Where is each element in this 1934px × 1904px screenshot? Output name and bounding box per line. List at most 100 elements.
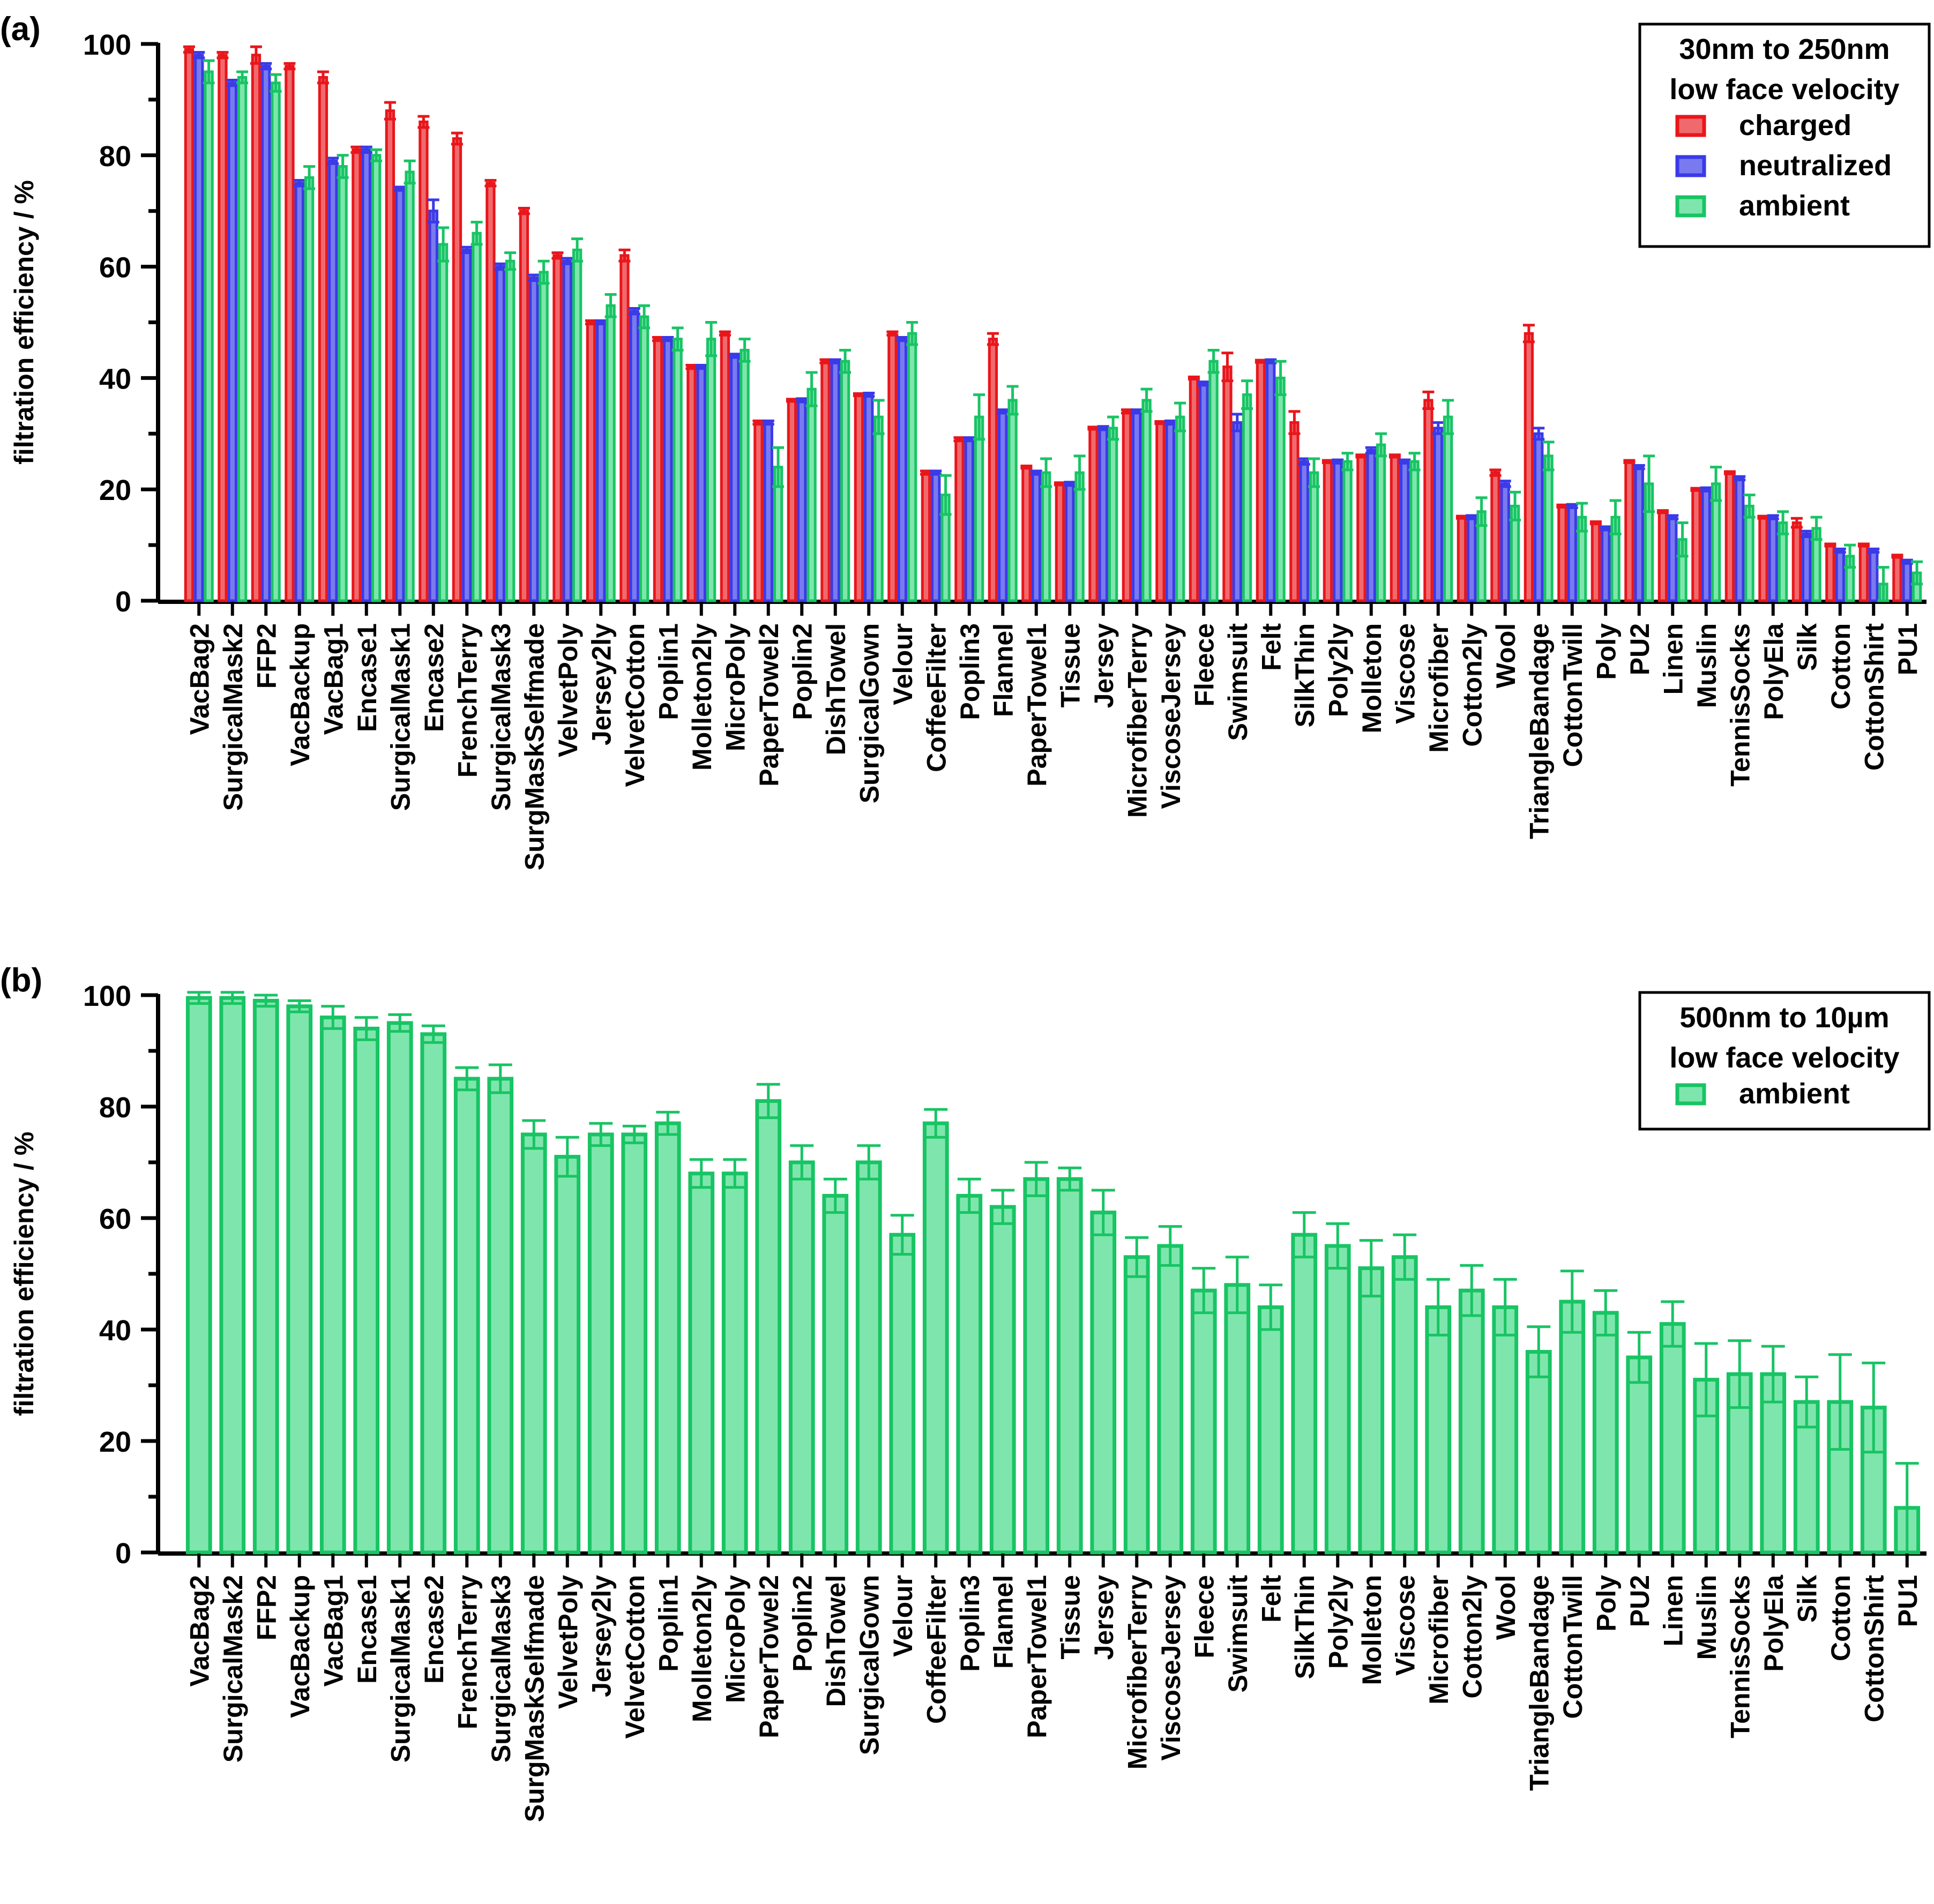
bar-ambient xyxy=(706,338,716,602)
bar-charged xyxy=(1825,543,1835,602)
x-tick-label: PU2 xyxy=(1625,1575,1655,1627)
bar-ambient xyxy=(1626,1355,1653,1555)
bar-ambient xyxy=(907,332,917,602)
x-tick-label: FrenchTerry xyxy=(452,623,482,778)
x-tick-label: CottonTwill xyxy=(1558,623,1588,767)
bar-ambient xyxy=(1391,1255,1418,1555)
x-tick-label: PolyEla xyxy=(1759,1574,1789,1672)
x-tick-label: Jersey2ly xyxy=(586,1575,616,1697)
x-tick-label: Encase1 xyxy=(352,1575,382,1684)
legend-label-ambient: ambient xyxy=(1739,190,1850,222)
bar-neutralized xyxy=(596,321,606,602)
bar-ambient xyxy=(1342,460,1353,602)
bar-neutralized xyxy=(1567,504,1577,602)
bar-ambient xyxy=(1525,1350,1552,1555)
y-tick-label: 0 xyxy=(115,586,131,618)
legend-swatch-neutralized xyxy=(1675,155,1706,177)
bar-ambient xyxy=(1007,399,1018,602)
x-tick-label: SurgMaskSelfmade xyxy=(519,623,549,870)
bar-charged xyxy=(1390,454,1400,602)
bar-neutralized xyxy=(462,248,472,602)
bar-neutralized xyxy=(495,265,505,602)
bar-ambient xyxy=(1056,1177,1083,1555)
bar-ambient xyxy=(922,1121,949,1555)
x-tick-label: Flannel xyxy=(988,1575,1018,1669)
bar-charged xyxy=(385,109,395,602)
y-tick-label: 20 xyxy=(99,1426,131,1458)
bar-neutralized xyxy=(998,410,1008,602)
bar-ambient xyxy=(1592,1311,1619,1555)
x-tick-label: Viscose xyxy=(1390,623,1420,724)
bar-charged xyxy=(251,54,262,602)
bar-ambient xyxy=(639,315,649,602)
y-tick-label: 60 xyxy=(99,252,131,284)
bar-charged xyxy=(1423,399,1433,602)
bar-charged xyxy=(1691,488,1701,602)
bar-neutralized xyxy=(1433,427,1443,602)
x-tick-label: Tissue xyxy=(1055,1575,1085,1660)
x-tick-label: Microfiber xyxy=(1424,623,1454,753)
bar-ambient xyxy=(539,271,549,602)
bar-ambient xyxy=(420,1032,447,1555)
bar-ambient xyxy=(487,1077,514,1555)
bar-charged xyxy=(419,120,429,602)
x-tick-label: Swimsuit xyxy=(1223,1575,1253,1693)
x-tick-label: TennisSocks xyxy=(1725,623,1755,787)
panel-label: (b) xyxy=(0,962,42,999)
x-tick-label: SurgicalMask1 xyxy=(385,623,415,811)
y-axis-label: filtration efficiency / % xyxy=(9,180,39,465)
bar-ambient xyxy=(204,70,214,602)
x-tick-label: Flannel xyxy=(988,623,1018,717)
bar-charged xyxy=(1055,482,1065,602)
bar-charged xyxy=(184,48,195,602)
panel-a-chart: (a) 0 20 40 60 80 100 filtration efficiency / %… xyxy=(0,11,1931,870)
bar-charged xyxy=(552,254,563,602)
x-tick-label: VacBackup xyxy=(285,623,315,766)
bar-neutralized xyxy=(1199,382,1209,602)
x-tick-label: VacBag1 xyxy=(318,1575,348,1686)
x-tick-label: Wool xyxy=(1491,1575,1521,1640)
legend-swatch-charged xyxy=(1675,115,1706,137)
x-tick-label: PU1 xyxy=(1893,623,1923,675)
bar-neutralized xyxy=(328,159,338,602)
x-tick-label: Jersey xyxy=(1089,1575,1119,1660)
bar-charged xyxy=(218,54,228,602)
bar-charged xyxy=(1222,365,1233,602)
x-tick-label: Fleece xyxy=(1189,1575,1219,1659)
x-tick-label: ViscoseJersey xyxy=(1156,623,1186,809)
x-tick-label: VacBag2 xyxy=(184,1575,214,1686)
bar-ambient xyxy=(353,1026,380,1555)
bar-charged xyxy=(1791,521,1802,602)
bar-charged xyxy=(1122,410,1132,602)
legend-label-ambient: ambient xyxy=(1739,1078,1850,1110)
x-tick-label: CottonShirt xyxy=(1859,1575,1889,1722)
x-tick-label: Poly xyxy=(1591,623,1621,680)
x-tick-label: ViscoseJersey xyxy=(1156,1575,1186,1761)
bar-neutralized xyxy=(294,182,304,602)
x-tick-label: Muslin xyxy=(1692,1575,1722,1660)
bar-charged xyxy=(787,399,797,602)
x-tick-label: Silk xyxy=(1792,1575,1822,1623)
x-tick-label: Linen xyxy=(1658,1575,1688,1646)
x-tick-label: Molleton xyxy=(1357,1575,1387,1685)
y-tick-label: 80 xyxy=(99,140,131,173)
bar-ambient xyxy=(654,1121,681,1555)
x-tick-label: Jersey2ly xyxy=(586,623,616,745)
x-tick-label: PaperTowel2 xyxy=(754,623,784,787)
x-tick-label: SurgicalMask1 xyxy=(385,1575,415,1763)
x-tick-label: Cotton2ly xyxy=(1457,1575,1487,1699)
x-tick-label: CoffeeFilter xyxy=(921,623,951,772)
bar-ambient xyxy=(1409,460,1420,602)
bar-neutralized xyxy=(931,471,941,602)
bar-charged xyxy=(318,76,328,602)
bar-charged xyxy=(1356,454,1367,602)
y-tick-label: 40 xyxy=(99,1315,131,1347)
bar-ambient xyxy=(219,996,246,1555)
bar-neutralized xyxy=(897,338,907,602)
legend-title: 30nm to 250nm xyxy=(1679,33,1890,65)
bar-charged xyxy=(1858,543,1869,602)
x-tick-label: VacBag2 xyxy=(184,623,214,735)
bar-charged xyxy=(1590,521,1601,602)
bar-ambient xyxy=(572,248,583,602)
x-tick-label: VelvetPoly xyxy=(553,623,583,757)
